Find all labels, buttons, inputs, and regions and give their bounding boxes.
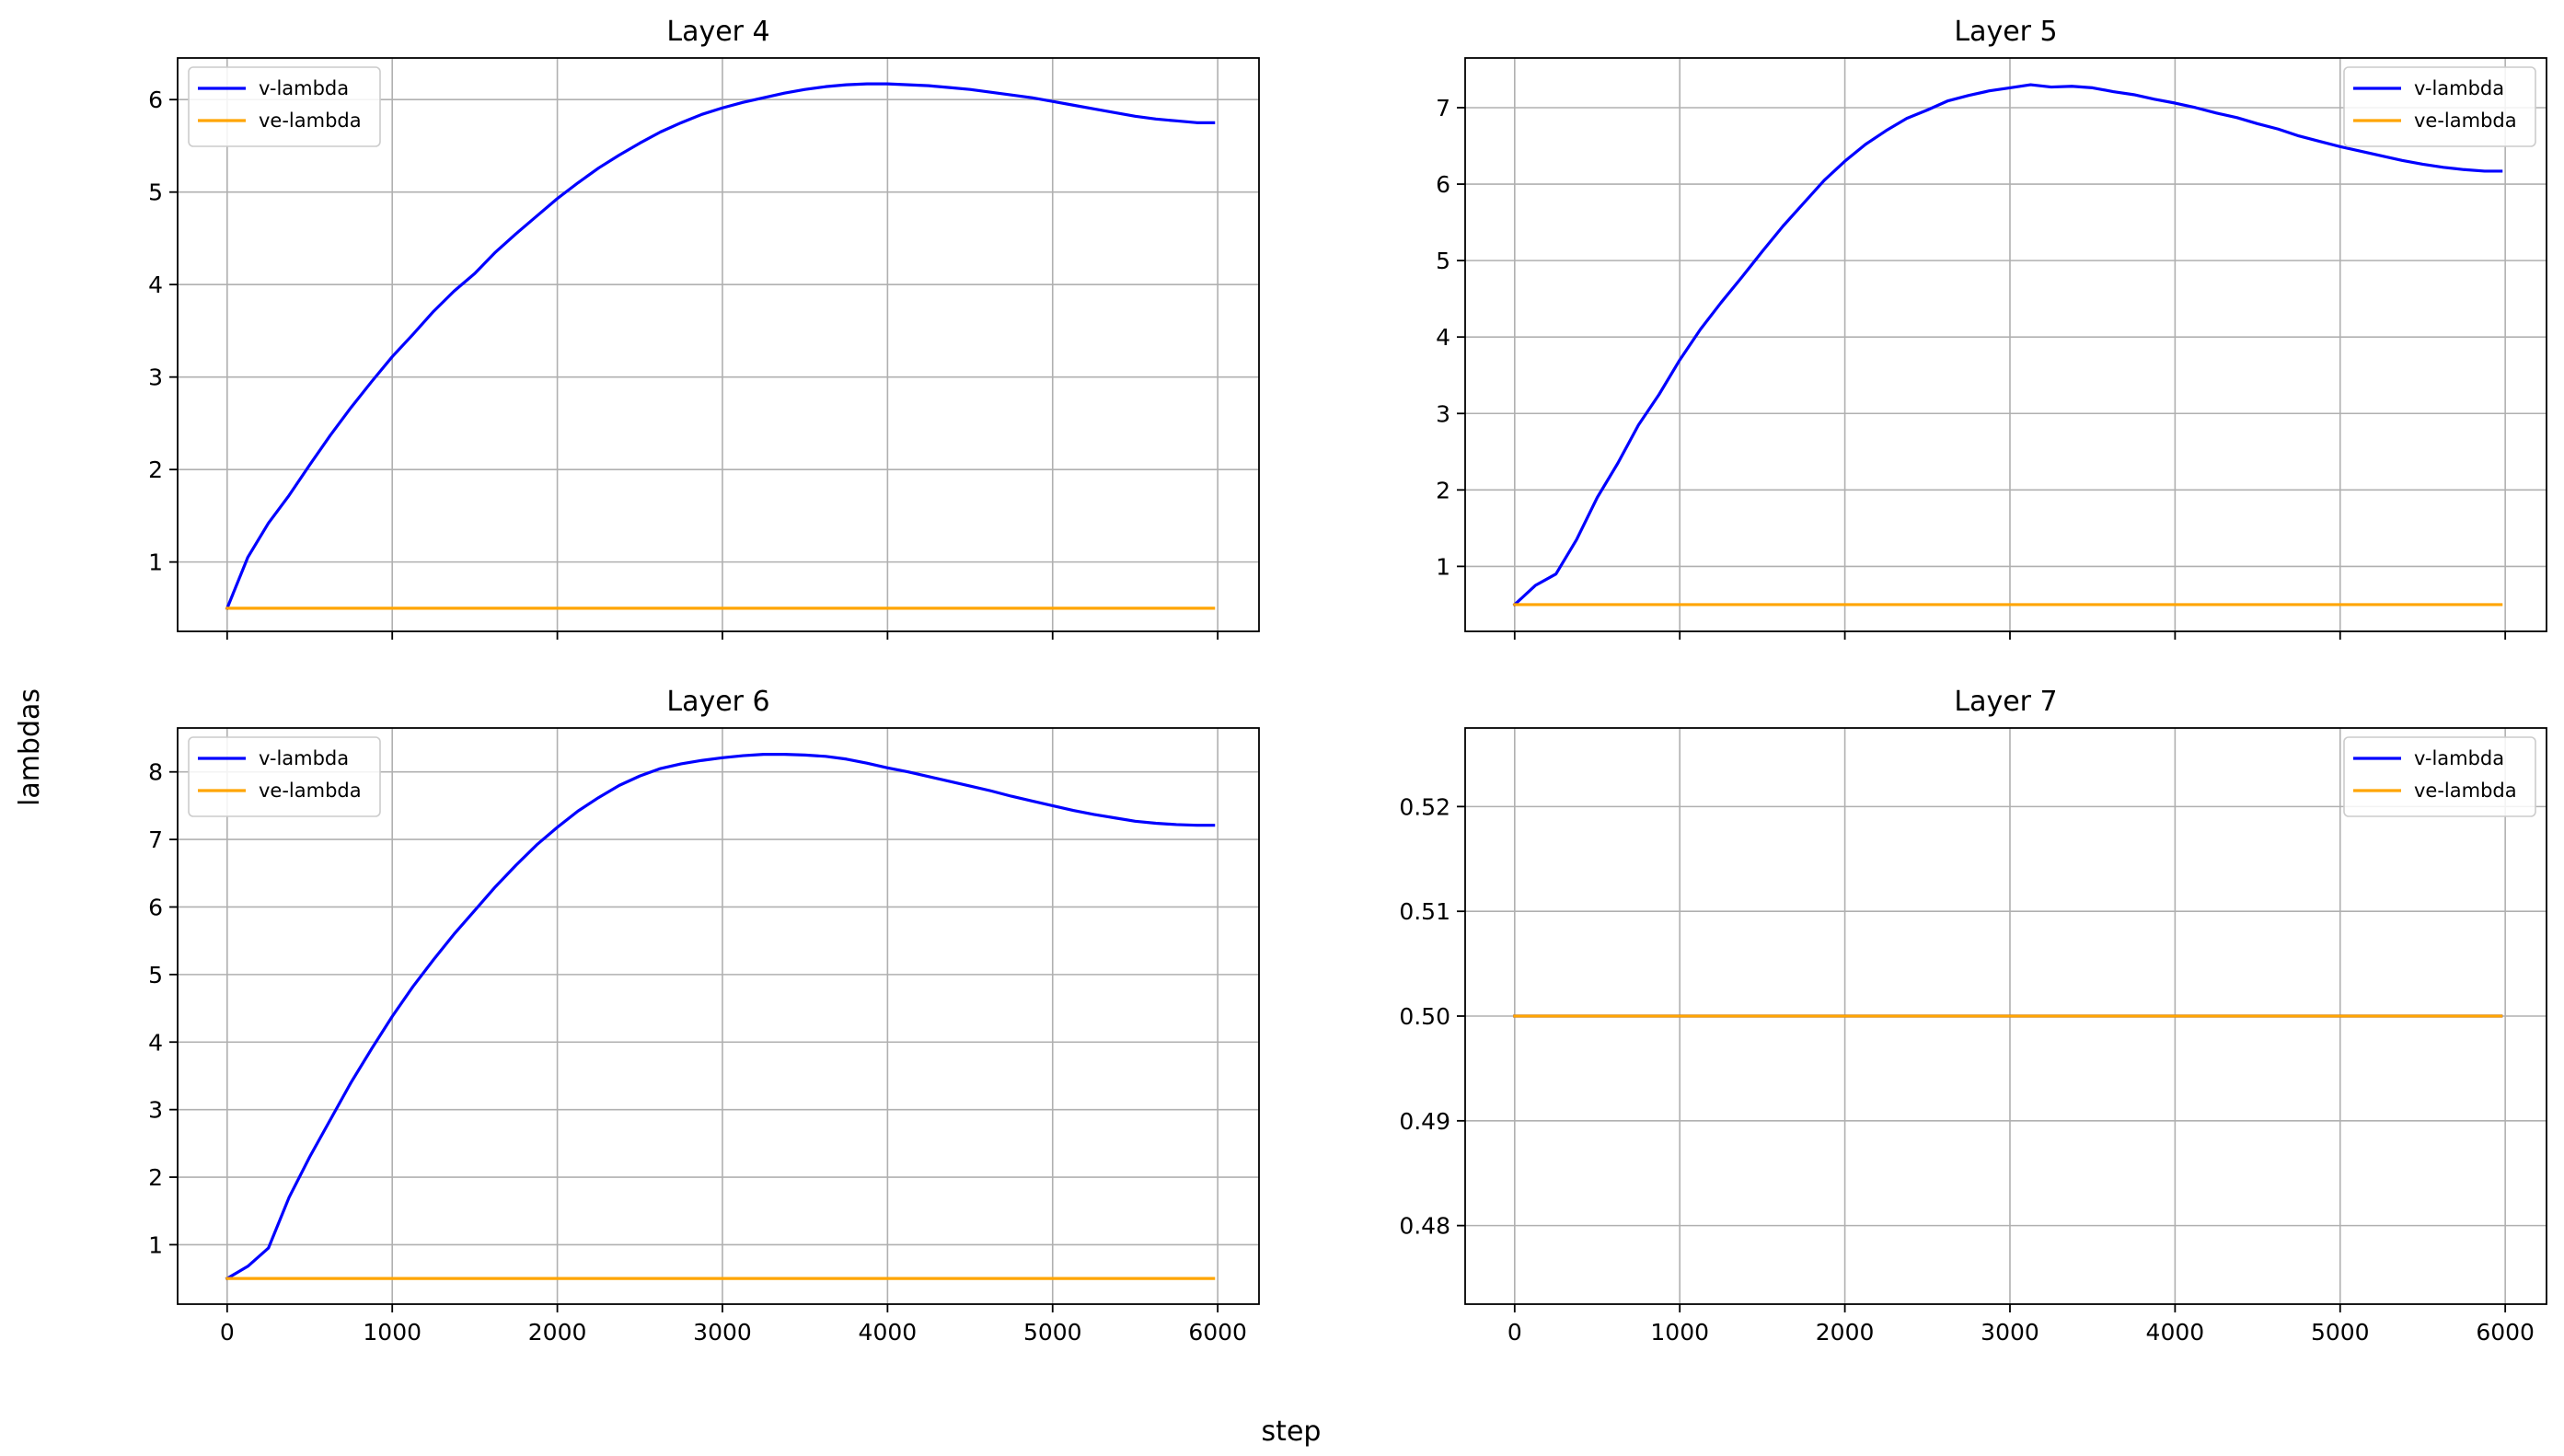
panel-layer-6-series [225, 753, 1216, 1281]
panel-layer-4-y-axis: 1 2 3 4 5 6 [148, 87, 178, 576]
panel-layer-4-series [225, 82, 1216, 610]
y-tick-label-0-50: 0.50 [1399, 1003, 1450, 1030]
y-tick-label-3: 3 [1436, 400, 1450, 427]
panel-layer-6-x-axis: 0 1000 2000 3000 4000 5000 6000 [220, 1304, 1247, 1346]
panel-layer-5-series [1512, 83, 2503, 607]
series-line-v-lambda [1512, 83, 2503, 607]
legend-label-ve-lambda: ve-lambda [2414, 780, 2517, 802]
x-tick-label-4000: 4000 [859, 1319, 918, 1346]
panel-layer-5-y-axis: 1 2 3 4 5 6 7 [1436, 95, 1465, 580]
series-line-v-lambda [225, 753, 1216, 1281]
y-tick-label-2: 2 [148, 1164, 163, 1191]
y-tick-label-4: 4 [148, 272, 163, 298]
y-tick-label-0-48: 0.48 [1399, 1213, 1450, 1240]
y-tick-label-3: 3 [148, 1097, 163, 1124]
y-tick-label-5: 5 [148, 179, 163, 206]
legend-label-v-lambda: v-lambda [259, 747, 349, 769]
y-tick-label-7: 7 [148, 826, 163, 853]
x-tick-label-6000: 6000 [1188, 1319, 1247, 1346]
legend-label-v-lambda: v-lambda [259, 77, 349, 99]
x-tick-label-2000: 2000 [528, 1319, 587, 1346]
panel-layer-4-frame [177, 57, 1260, 632]
legend-label-ve-lambda: ve-lambda [2414, 110, 2517, 132]
y-tick-label-1: 1 [1436, 553, 1450, 580]
x-tick-label-5000: 5000 [2311, 1319, 2370, 1346]
x-tick-label-3000: 3000 [1981, 1319, 2039, 1346]
panel-layer-4-grid [178, 58, 1259, 631]
y-tick-label-7: 7 [1436, 95, 1450, 121]
panel-layer-5-legend: v-lambda ve-lambda [2343, 66, 2536, 147]
y-tick-label-0-51: 0.51 [1399, 898, 1450, 925]
y-tick-label-0-49: 0.49 [1399, 1108, 1450, 1135]
y-tick-label-0-52: 0.52 [1399, 793, 1450, 820]
x-tick-label-1000: 1000 [1650, 1319, 1709, 1346]
x-tick-label-4000: 4000 [2146, 1319, 2205, 1346]
panel-layer-7-x-axis: 0 1000 2000 3000 4000 5000 6000 [1507, 1304, 2535, 1346]
x-tick-label-0: 0 [220, 1319, 235, 1346]
panel-layer-5-frame [1464, 57, 2547, 632]
y-tick-label-4: 4 [1436, 324, 1450, 351]
panel-layer-4-x-axis [225, 631, 1219, 640]
panel-layer-4: 1 2 3 4 5 6 Layer 4 v-lambda ve-lambda [148, 16, 1260, 640]
panel-layer-7-legend: v-lambda ve-lambda [2343, 736, 2536, 817]
series-line-v-lambda [225, 82, 1216, 610]
panel-layer-6-y-axis: 1 2 3 4 5 6 7 8 [148, 759, 178, 1258]
panel-layer-7-title: Layer 7 [1954, 686, 2057, 718]
panel-layer-5: 1 2 3 4 5 6 7 Layer 5 v-lambda ve-lambda [1436, 16, 2547, 640]
y-tick-label-1: 1 [148, 549, 163, 576]
x-tick-label-2000: 2000 [1816, 1319, 1875, 1346]
y-tick-label-1: 1 [148, 1231, 163, 1258]
y-tick-label-5: 5 [1436, 248, 1450, 274]
panel-layer-5-title: Layer 5 [1954, 16, 2057, 48]
legend-label-v-lambda: v-lambda [2414, 77, 2504, 99]
panel-layer-7: 0 1000 2000 3000 4000 5000 6000 0.48 0.49 0.50 0.5… [1399, 686, 2547, 1346]
panel-layer-6-frame [177, 727, 1260, 1305]
y-tick-label-5: 5 [148, 962, 163, 988]
y-tick-label-6: 6 [148, 87, 163, 113]
y-tick-label-3: 3 [148, 364, 163, 391]
panel-layer-6-grid [178, 728, 1259, 1304]
legend-label-v-lambda: v-lambda [2414, 747, 2504, 769]
y-tick-label-2: 2 [1436, 477, 1450, 503]
x-tick-label-5000: 5000 [1023, 1319, 1082, 1346]
legend-label-ve-lambda: ve-lambda [259, 780, 362, 802]
y-tick-label-8: 8 [148, 759, 163, 786]
panel-layer-4-legend: v-lambda ve-lambda [188, 66, 381, 147]
panel-layer-6-title: Layer 6 [666, 686, 769, 718]
panel-layer-6: 0 1000 2000 3000 4000 5000 6000 1 2 3 4 5 6 7 8 Layer 6… [148, 686, 1260, 1346]
panel-layer-5-x-axis [1513, 631, 2507, 640]
panel-layer-6-legend: v-lambda ve-lambda [188, 736, 381, 817]
figure-xlabel: step [1262, 1416, 1322, 1448]
y-tick-label-6: 6 [148, 894, 163, 920]
legend-label-ve-lambda: ve-lambda [259, 110, 362, 132]
y-tick-label-6: 6 [1436, 171, 1450, 198]
y-tick-label-2: 2 [148, 456, 163, 483]
panel-layer-7-y-axis: 0.48 0.49 0.50 0.51 0.52 [1399, 793, 1465, 1240]
x-tick-label-0: 0 [1507, 1319, 1522, 1346]
subplots: 1 2 3 4 5 6 Layer 4 v-lambda ve-lambda 1 2 3 4 5 6 7 Lay… [148, 16, 2547, 1346]
panel-layer-4-title: Layer 4 [666, 16, 769, 48]
x-tick-label-3000: 3000 [693, 1319, 752, 1346]
y-tick-label-4: 4 [148, 1029, 163, 1056]
x-tick-label-6000: 6000 [2476, 1319, 2535, 1346]
x-tick-label-1000: 1000 [363, 1319, 422, 1346]
figure-ylabel: lambdas [14, 688, 46, 806]
